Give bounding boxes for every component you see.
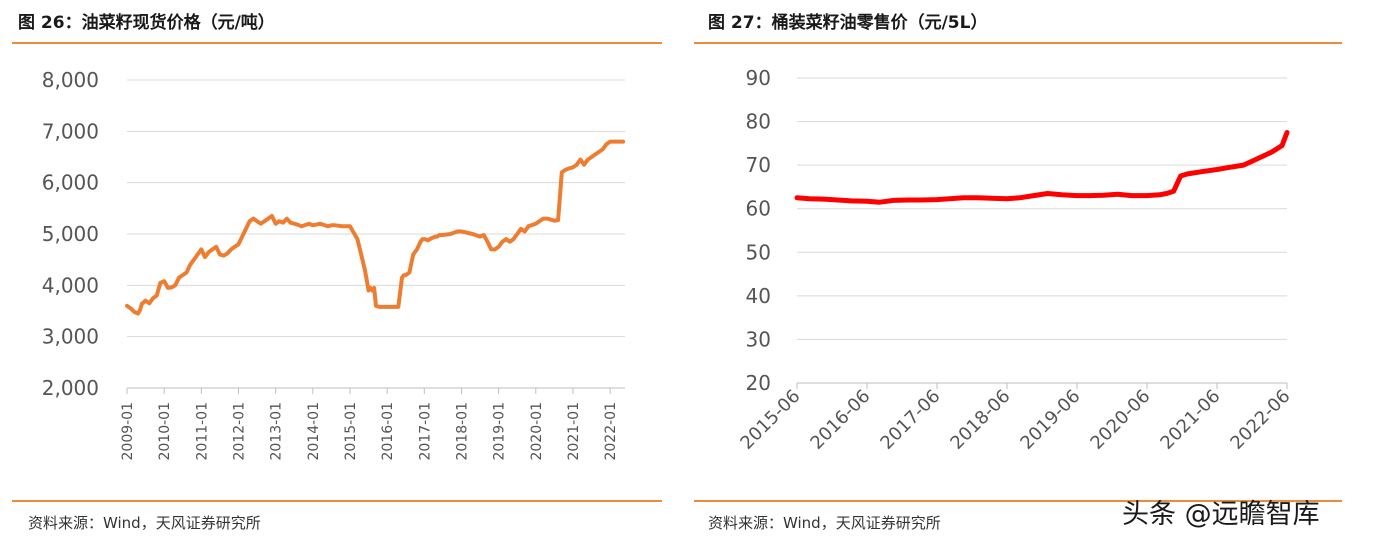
x-tick-label: 2017-06 — [876, 386, 944, 454]
source-rule — [12, 500, 662, 502]
y-tick-label: 30 — [746, 327, 771, 351]
source-note: 资料来源：Wind，天风证券研究所 — [28, 514, 261, 532]
x-tick-label: 2016-06 — [806, 386, 874, 454]
title-rule — [694, 42, 1342, 44]
y-tick-label: 5,000 — [42, 222, 99, 246]
y-tick-label: 4,000 — [42, 273, 99, 297]
x-tick-label: 2021-01 — [566, 402, 582, 461]
x-tick-label: 2021-06 — [1156, 386, 1224, 454]
y-tick-label: 2,000 — [42, 376, 99, 400]
x-tick-label: 2018-06 — [946, 386, 1014, 454]
x-tick-label: 2019-01 — [492, 402, 508, 461]
x-tick-label: 2012-01 — [231, 402, 247, 461]
x-tick-label: 2022-06 — [1226, 386, 1294, 454]
y-tick-label: 60 — [746, 197, 771, 221]
y-tick-label: 6,000 — [42, 171, 99, 195]
chart-title: 图 27：桶装菜籽油零售价（元/5L） — [708, 13, 988, 33]
chart-panel-rapeseed-spot: 图 26：油菜籽现货价格（元/吨） 2,000 3,000 4,000 5,000 6,… — [0, 0, 680, 544]
series-line — [125, 139, 626, 316]
watermark: 头条 @远瞻智库 — [1122, 499, 1320, 530]
y-tick-label: 70 — [746, 153, 771, 177]
x-tick-label: 2009-01 — [120, 402, 136, 461]
chart-panel-rapeseed-oil-retail: 图 27：桶装菜籽油零售价（元/5L） 20 30 40 50 60 70 80 90 2015… — [690, 0, 1395, 544]
source-rule — [694, 500, 1342, 502]
x-tick-label: 2010-01 — [157, 402, 173, 461]
y-tick-label: 20 — [746, 371, 771, 395]
chart-title: 图 26：油菜籽现货价格（元/吨） — [18, 13, 275, 33]
x-tick-label: 2020-06 — [1086, 386, 1154, 454]
y-tick-label: 90 — [746, 66, 771, 90]
y-tick-label: 7,000 — [42, 119, 99, 143]
y-tick-label: 80 — [746, 110, 771, 134]
x-tick-label: 2015-01 — [343, 402, 359, 461]
y-tick-label: 40 — [746, 284, 771, 308]
line-chart-rapeseed-spot: 2,000 3,000 4,000 5,000 6,000 7,000 8,000 2009-… — [42, 68, 626, 461]
series-line — [794, 130, 1290, 205]
x-tick-label: 2017-01 — [417, 402, 433, 461]
x-tick-label: 2011-01 — [194, 402, 210, 461]
x-tick-label: 2013-01 — [269, 402, 285, 461]
title-rule — [12, 42, 662, 44]
x-tick-label: 2016-01 — [380, 402, 396, 461]
x-tick-label: 2018-01 — [454, 402, 470, 461]
source-note: 资料来源：Wind，天风证券研究所 — [708, 514, 941, 532]
y-tick-label: 8,000 — [42, 68, 99, 92]
y-tick-label: 50 — [746, 240, 771, 264]
x-tick-label: 2022-01 — [603, 402, 619, 461]
x-tick-label: 2015-06 — [736, 386, 804, 454]
x-tick-label: 2014-01 — [306, 402, 322, 461]
x-tick-label: 2019-06 — [1016, 386, 1084, 454]
y-tick-label: 3,000 — [42, 325, 99, 349]
x-tick-label: 2020-01 — [529, 402, 545, 461]
